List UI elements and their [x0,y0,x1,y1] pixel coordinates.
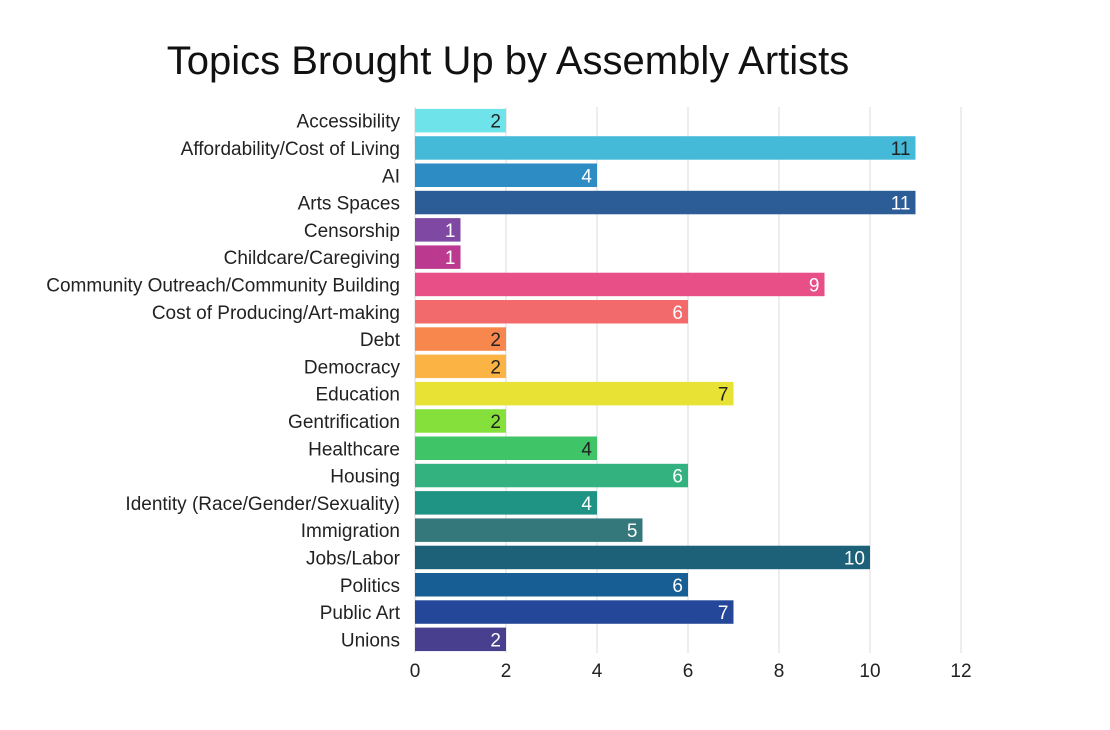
bar [415,518,643,542]
data-label: 6 [672,303,683,324]
x-tick-label: 6 [683,661,694,682]
category-label: Healthcare [308,439,400,460]
bar [415,463,688,488]
category-label: Gentrification [288,412,400,433]
category-label: Identity (Race/Gender/Sexuality) [125,494,400,515]
data-label: 11 [891,194,911,215]
x-axis-ticks: 0 2 4 6 8 10 12 [410,661,972,682]
data-label: 4 [581,166,592,187]
x-tick-label: 2 [501,661,512,682]
chart-title: Topics Brought Up by Assembly Artists [167,39,850,83]
bar [415,573,688,597]
bar [415,354,506,379]
category-label: Debt [360,330,401,351]
bar [415,600,734,624]
bar [415,436,597,460]
data-label: 4 [581,494,592,515]
bar [415,218,461,242]
category-label: Jobs/Labor [306,548,401,569]
data-label: 4 [581,439,592,460]
data-label: 9 [809,275,820,296]
category-label: Community Outreach/Community Building [46,275,400,296]
bar [415,545,870,570]
category-label: Unions [341,630,400,651]
x-tick-label: 8 [774,661,785,682]
category-label: Arts Spaces [298,194,400,215]
category-label: Accessibility [297,112,401,133]
category-label: Education [315,385,400,406]
data-label: 2 [490,630,501,651]
data-label: 2 [490,357,501,378]
data-label: 5 [627,521,638,542]
category-label: Censorship [304,221,400,242]
bar [415,381,734,406]
data-label: 6 [672,576,683,597]
bar [415,108,506,133]
bar [415,136,916,160]
data-label: 7 [718,603,729,624]
category-label: AI [382,166,400,187]
bar [415,327,506,351]
data-label: 10 [844,548,865,569]
data-label: 2 [490,412,501,433]
data-label: 2 [490,330,501,351]
category-label: Immigration [301,521,400,542]
x-tick-label: 12 [950,661,971,682]
bar [415,627,506,652]
bar [415,409,506,433]
data-label: 1 [445,248,456,269]
x-tick-label: 10 [859,661,880,682]
bar [415,300,688,324]
bars [415,108,916,652]
bar [415,190,916,215]
grid-lines [414,107,962,653]
data-label: 7 [718,385,729,406]
data-label: 6 [672,467,683,488]
x-tick-label: 0 [410,661,421,682]
data-label: 1 [445,221,456,242]
category-label: Public Art [320,603,401,624]
bar [415,491,597,515]
bar [415,245,461,269]
category-label: Democracy [304,357,401,378]
data-label: 2 [490,112,501,133]
x-tick-label: 4 [592,661,603,682]
category-labels: Accessibility Affordability/Cost of Livin… [46,112,400,652]
category-label: Cost of Producing/Art-making [152,303,400,324]
category-label: Affordability/Cost of Living [181,139,400,160]
bar [415,272,825,297]
category-label: Politics [340,576,400,597]
category-label: Housing [330,467,400,488]
bar [415,163,597,187]
data-label: 11 [891,139,911,160]
category-label: Childcare/Caregiving [224,248,400,269]
